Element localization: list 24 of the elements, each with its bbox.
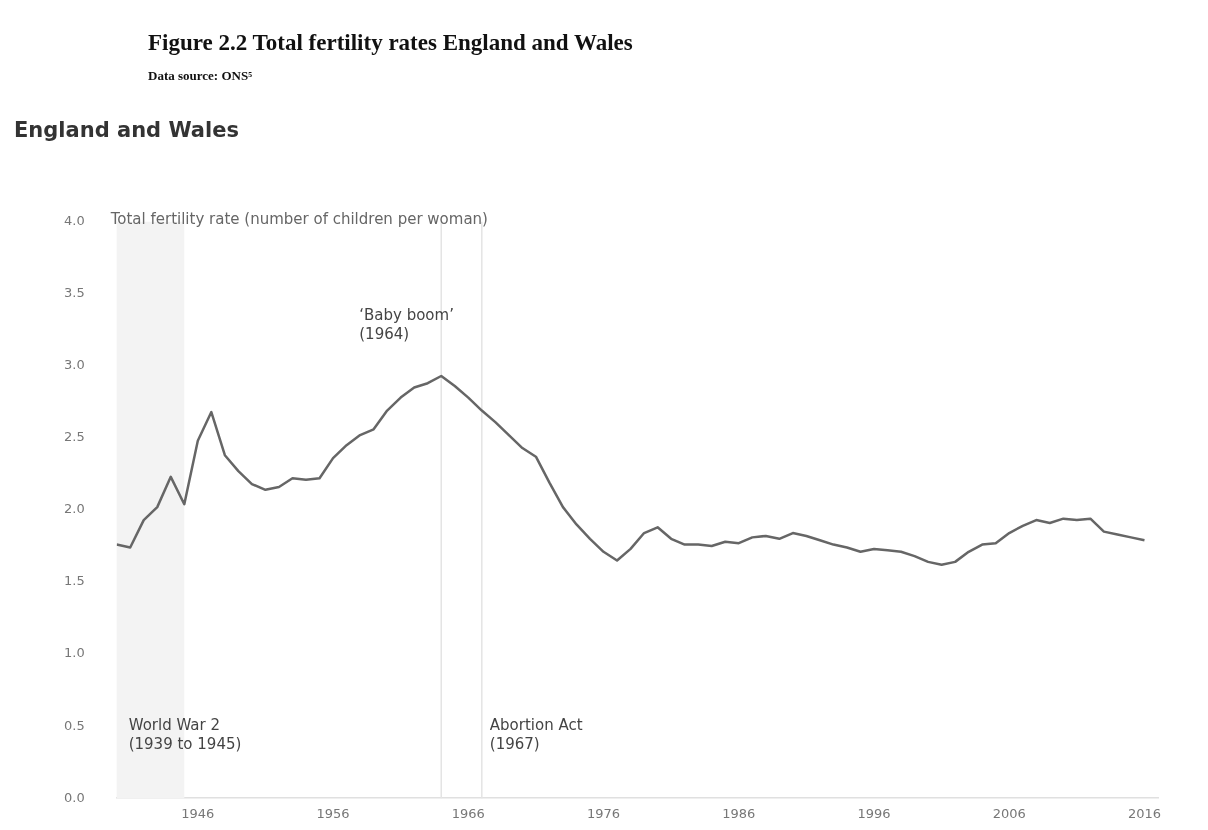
- y-tick-label: 3.5: [63, 285, 85, 301]
- y-tick-label: 1.0: [63, 645, 85, 661]
- x-tick-label: 1986: [722, 806, 756, 822]
- x-tick-label: 1996: [857, 806, 891, 822]
- chart-title: Figure 2.2 Total fertility rates England and Wales: [148, 30, 633, 56]
- text: England and Wales: [14, 118, 239, 142]
- ref-line-label: Abortion Act (1967): [489, 716, 583, 754]
- x-tick-label: 2006: [992, 806, 1026, 822]
- y-tick-label: 2.0: [63, 501, 85, 517]
- x-tick-label: 1976: [586, 806, 621, 822]
- y-axis-title: Total fertility rate (number of children per woman): [109, 209, 488, 228]
- y-tick-label: 3.0: [63, 357, 85, 373]
- ref-line-label: ‘Baby boom’ (1964): [359, 305, 454, 343]
- y-tick-label: 2.5: [63, 429, 85, 445]
- y-tick-label: 0.0: [63, 789, 85, 805]
- band-label: World War 2 (1939 to 1945): [128, 716, 242, 754]
- x-tick-label: 1966: [451, 806, 485, 822]
- x-tick-label: 1956: [316, 806, 350, 822]
- y-tick-label: 0.5: [63, 717, 85, 733]
- x-tick-label: 1946: [181, 806, 215, 822]
- y-tick-label: 1.5: [63, 573, 85, 589]
- chart-subtitle: Data source: ONS⁵: [148, 68, 253, 84]
- y-tick-label: 4.0: [63, 213, 85, 229]
- x-tick-label: 2016: [1127, 806, 1162, 822]
